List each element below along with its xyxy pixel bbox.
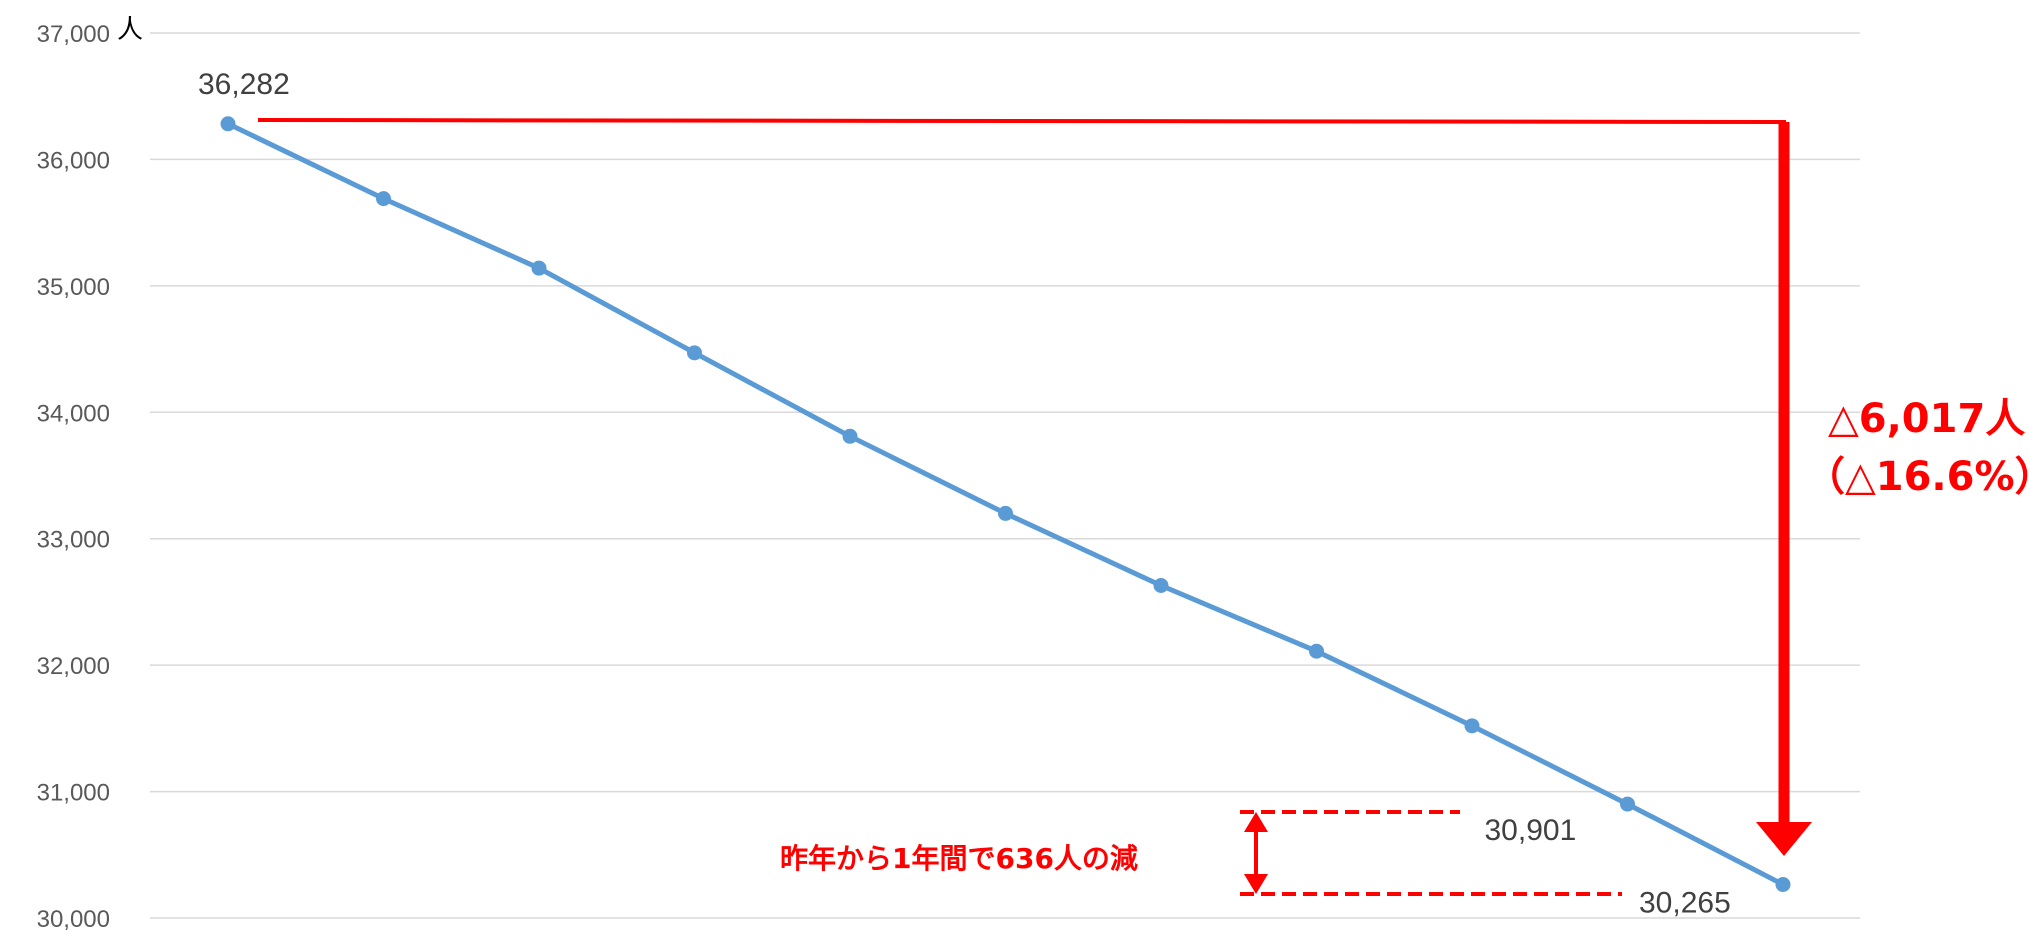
- y-tick-label: 34,000: [37, 400, 110, 427]
- yearly-change-label: 昨年から1年間で636人の減: [780, 842, 1138, 875]
- series: [220, 116, 1791, 892]
- total-change-percent-label: （△16.6%）: [1805, 454, 2029, 500]
- data-point: [376, 191, 391, 207]
- total-change-label: △6,017人: [1828, 396, 2025, 442]
- y-tick-label: 30,000: [37, 906, 110, 930]
- y-axis-unit: 人: [117, 15, 143, 45]
- change-annotations: △6,017人 （△16.6%） 昨年から1年間で636人の減: [257, 118, 2029, 896]
- data-point: [998, 505, 1013, 521]
- data-label: 36,282: [198, 68, 290, 101]
- y-tick-label: 35,000: [37, 274, 110, 301]
- data-point: [1309, 643, 1324, 659]
- data-point: [1153, 577, 1169, 593]
- data-point: [1464, 718, 1480, 734]
- yearly-change-arrow-up: [1244, 812, 1268, 832]
- total-change-arrow-head: [1756, 822, 1812, 856]
- data-label: 30,901: [1485, 814, 1577, 847]
- y-tick-label: 33,000: [37, 527, 110, 554]
- data-labels: 36,282 30,901 30,265: [198, 68, 1731, 920]
- total-change-horizontal-line: [257, 118, 1787, 124]
- y-tick-label: 37,000: [37, 21, 110, 48]
- data-point: [687, 345, 702, 361]
- data-point: [220, 116, 236, 132]
- y-tick-label: 36,000: [37, 147, 110, 174]
- y-tick-label: 32,000: [37, 653, 110, 680]
- data-point: [1775, 876, 1791, 892]
- data-label: 30,265: [1639, 886, 1731, 919]
- data-point: [1620, 796, 1635, 812]
- y-axis-tick-labels: 30,000 31,000 32,000 33,000 34,000 35,000 36,0…: [37, 21, 110, 930]
- y-tick-label: 31,000: [37, 780, 110, 807]
- data-point: [531, 260, 547, 276]
- data-point: [842, 428, 858, 444]
- yearly-change-arrow-down: [1244, 874, 1268, 894]
- gridlines: [150, 32, 1860, 919]
- series-line: [226, 121, 1785, 887]
